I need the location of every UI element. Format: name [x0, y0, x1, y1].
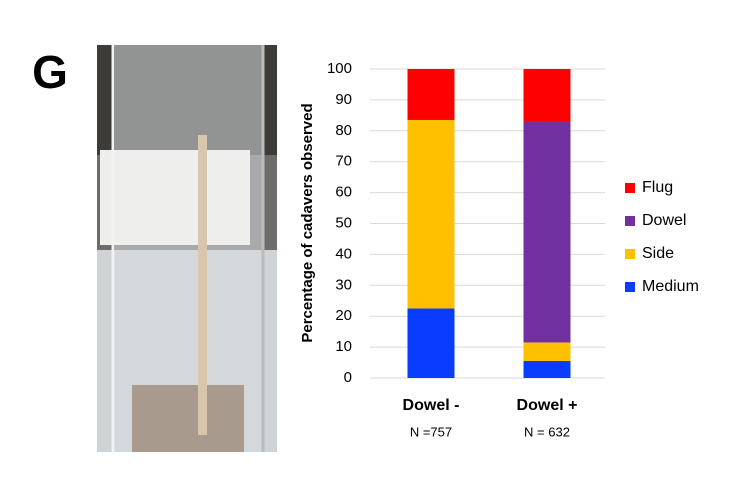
- legend-label: Side: [642, 245, 674, 262]
- bar-segment: [523, 342, 571, 362]
- y-tick-label: 100: [327, 60, 352, 77]
- legend-label: Flug: [642, 179, 673, 196]
- photo: [97, 45, 277, 452]
- legend-swatch: [625, 249, 635, 259]
- sample-size: N = 632: [524, 424, 570, 439]
- y-tick-label: 90: [335, 91, 352, 108]
- y-axis-label: Percentage of cadavers observed: [299, 103, 316, 342]
- bar-segment: [523, 69, 571, 122]
- y-tick-label: 60: [335, 184, 352, 201]
- bar-segment: [523, 121, 571, 343]
- x-tick-label: Dowel +: [517, 397, 578, 414]
- y-tick-label: 70: [335, 153, 352, 170]
- y-tick-label: 50: [335, 214, 352, 231]
- bar-segment: [523, 361, 571, 378]
- y-tick-label: 30: [335, 276, 352, 293]
- bar-segment: [407, 308, 455, 378]
- legend-swatch: [625, 282, 635, 292]
- y-tick-label: 20: [335, 307, 352, 324]
- y-tick-label: 10: [335, 338, 352, 355]
- bar-segment: [407, 69, 455, 120]
- bar-segment: [407, 119, 455, 309]
- x-tick-label: Dowel -: [403, 397, 460, 414]
- y-tick-label: 80: [335, 122, 352, 139]
- panel-label: G: [32, 46, 68, 98]
- legend-swatch: [625, 183, 635, 193]
- y-tick-label: 40: [335, 245, 352, 262]
- legend-label: Medium: [642, 278, 699, 295]
- sample-size: N =757: [410, 424, 452, 439]
- legend-swatch: [625, 216, 635, 226]
- legend-label: Dowel: [642, 212, 686, 229]
- y-tick-label: 0: [344, 369, 352, 386]
